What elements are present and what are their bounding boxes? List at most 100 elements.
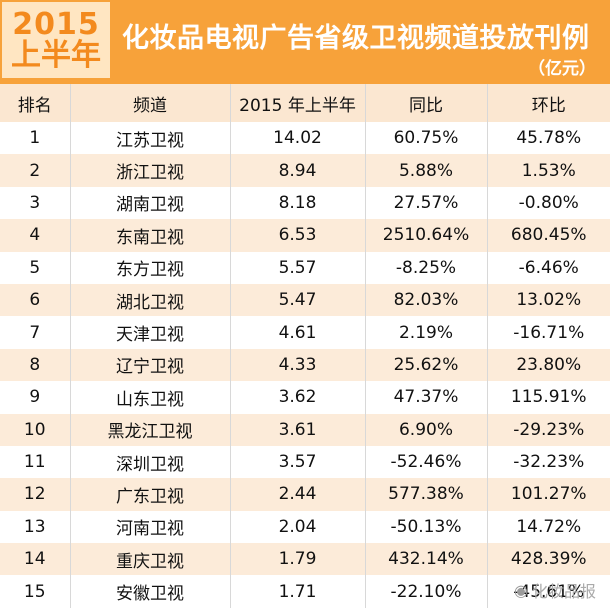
table-row: 4 东南卫视 6.53 2510.64% 680.45% [0,219,610,252]
channel-cell: 湖北卫视 [70,283,231,317]
value-cell: 8.94 [230,154,366,187]
channel-cell: 山东卫视 [70,381,231,414]
mom-cell: 14.72% [487,510,610,544]
unit-label: （亿元） [528,59,596,79]
mom-cell: 101.27% [487,478,610,511]
mom-cell: 45.78% [487,122,610,155]
rank-cell: 4 [0,219,71,252]
rank-cell: 15 [0,575,71,608]
mom-cell: -32.23% [487,445,610,479]
rank-cell: 3 [0,186,71,220]
table-row: 15 安徽卫视 1.71 -22.10% -45.61% [0,575,610,608]
table-row: 9 山东卫视 3.62 47.37% 115.91% [0,381,610,414]
channel-cell: 辽宁卫视 [70,348,231,382]
yoy-cell: 60.75% [365,122,488,155]
mom-cell: -16.71% [487,316,610,349]
table-row: 13 河南卫视 2.04 -50.13% 14.72% [0,510,610,544]
rank-cell: 7 [0,316,71,349]
channel-cell: 河南卫视 [70,510,231,544]
yoy-cell: 27.57% [365,186,488,220]
channel-cell: 天津卫视 [70,316,231,349]
channel-cell: 黑龙江卫视 [70,413,231,446]
header-channel: 频道 [70,84,231,122]
table-row: 10 黑龙江卫视 3.61 6.90% -29.23% [0,413,610,446]
value-cell: 5.47 [230,283,366,317]
value-cell: 1.71 [230,575,366,608]
value-cell: 8.18 [230,186,366,220]
yoy-cell: -52.46% [365,445,488,479]
value-cell: 3.61 [230,413,366,446]
rank-cell: 1 [0,122,71,155]
rank-cell: 5 [0,251,71,284]
rank-cell: 11 [0,445,71,479]
rank-cell: 8 [0,348,71,382]
mom-cell: -29.23% [487,413,610,446]
yoy-cell: -8.25% [365,251,488,284]
yoy-cell: 82.03% [365,283,488,317]
yoy-cell: 432.14% [365,543,488,576]
table-row: 7 天津卫视 4.61 2.19% -16.71% [0,316,610,349]
ranking-table: 排名 频道 2015 年上半年 同比 环比 1 江苏卫视 14.02 60.75% 45… [0,84,610,608]
table-row: 5 东方卫视 5.57 -8.25% -6.46% [0,251,610,284]
rank-cell: 10 [0,413,71,446]
table-row: 11 深圳卫视 3.57 -52.46% -32.23% [0,445,610,479]
channel-cell: 浙江卫视 [70,154,231,187]
watermark: ◉ 化妆品报 [514,578,596,602]
yoy-cell: 25.62% [365,348,488,382]
channel-cell: 东南卫视 [70,219,231,252]
mom-cell: 428.39% [487,543,610,576]
yoy-cell: -22.10% [365,575,488,608]
page-title: 化妆品电视广告省级卫视频道投放刊例 [122,23,590,54]
channel-cell: 重庆卫视 [70,543,231,576]
rank-cell: 9 [0,381,71,414]
table-row: 1 江苏卫视 14.02 60.75% 45.78% [0,122,610,155]
mom-cell: 115.91% [487,381,610,414]
mom-cell: 1.53% [487,154,610,187]
value-cell: 1.79 [230,543,366,576]
table-row: 8 辽宁卫视 4.33 25.62% 23.80% [0,348,610,382]
rank-cell: 6 [0,283,71,317]
rank-cell: 13 [0,510,71,544]
year-badge: 2015 上半年 [2,2,110,78]
header-mom: 环比 [487,84,610,122]
yoy-cell: 47.37% [365,381,488,414]
mom-cell: 23.80% [487,348,610,382]
channel-cell: 东方卫视 [70,251,231,284]
table-row: 3 湖南卫视 8.18 27.57% -0.80% [0,186,610,220]
yoy-cell: 5.88% [365,154,488,187]
mom-cell: -45.61% [487,575,610,608]
value-cell: 2.44 [230,478,366,511]
value-cell: 4.33 [230,348,366,382]
rank-cell: 12 [0,478,71,511]
channel-cell: 湖南卫视 [70,186,231,220]
value-cell: 5.57 [230,251,366,284]
table-row: 6 湖北卫视 5.47 82.03% 13.02% [0,283,610,317]
header-yoy: 同比 [365,84,488,122]
value-cell: 14.02 [230,122,366,155]
channel-cell: 广东卫视 [70,478,231,511]
channel-cell: 安徽卫视 [70,575,231,608]
value-cell: 3.62 [230,381,366,414]
table-body: 1 江苏卫视 14.02 60.75% 45.78% 2 浙江卫视 8.94 5.88% 1.53… [0,122,610,608]
half-year-label: 上半年 [11,38,101,73]
channel-cell: 江苏卫视 [70,122,231,155]
rank-cell: 2 [0,154,71,187]
watermark-text: 化妆品报 [531,582,596,601]
yoy-cell: 6.90% [365,413,488,446]
mom-cell: -0.80% [487,186,610,220]
yoy-cell: 577.38% [365,478,488,511]
yoy-cell: 2510.64% [365,219,488,252]
table-row: 12 广东卫视 2.44 577.38% 101.27% [0,478,610,511]
header-rank: 排名 [0,84,71,122]
mom-cell: -6.46% [487,251,610,284]
wechat-icon: ◉ [514,580,528,600]
title-banner: 2015 上半年 化妆品电视广告省级卫视频道投放刊例 （亿元） [0,0,610,84]
value-cell: 4.61 [230,316,366,349]
value-cell: 3.57 [230,445,366,479]
mom-cell: 13.02% [487,283,610,317]
year-label: 2015 [12,6,100,42]
rank-cell: 14 [0,543,71,576]
table-row: 2 浙江卫视 8.94 5.88% 1.53% [0,154,610,187]
value-cell: 6.53 [230,219,366,252]
header-h1-2015: 2015 年上半年 [230,84,366,122]
